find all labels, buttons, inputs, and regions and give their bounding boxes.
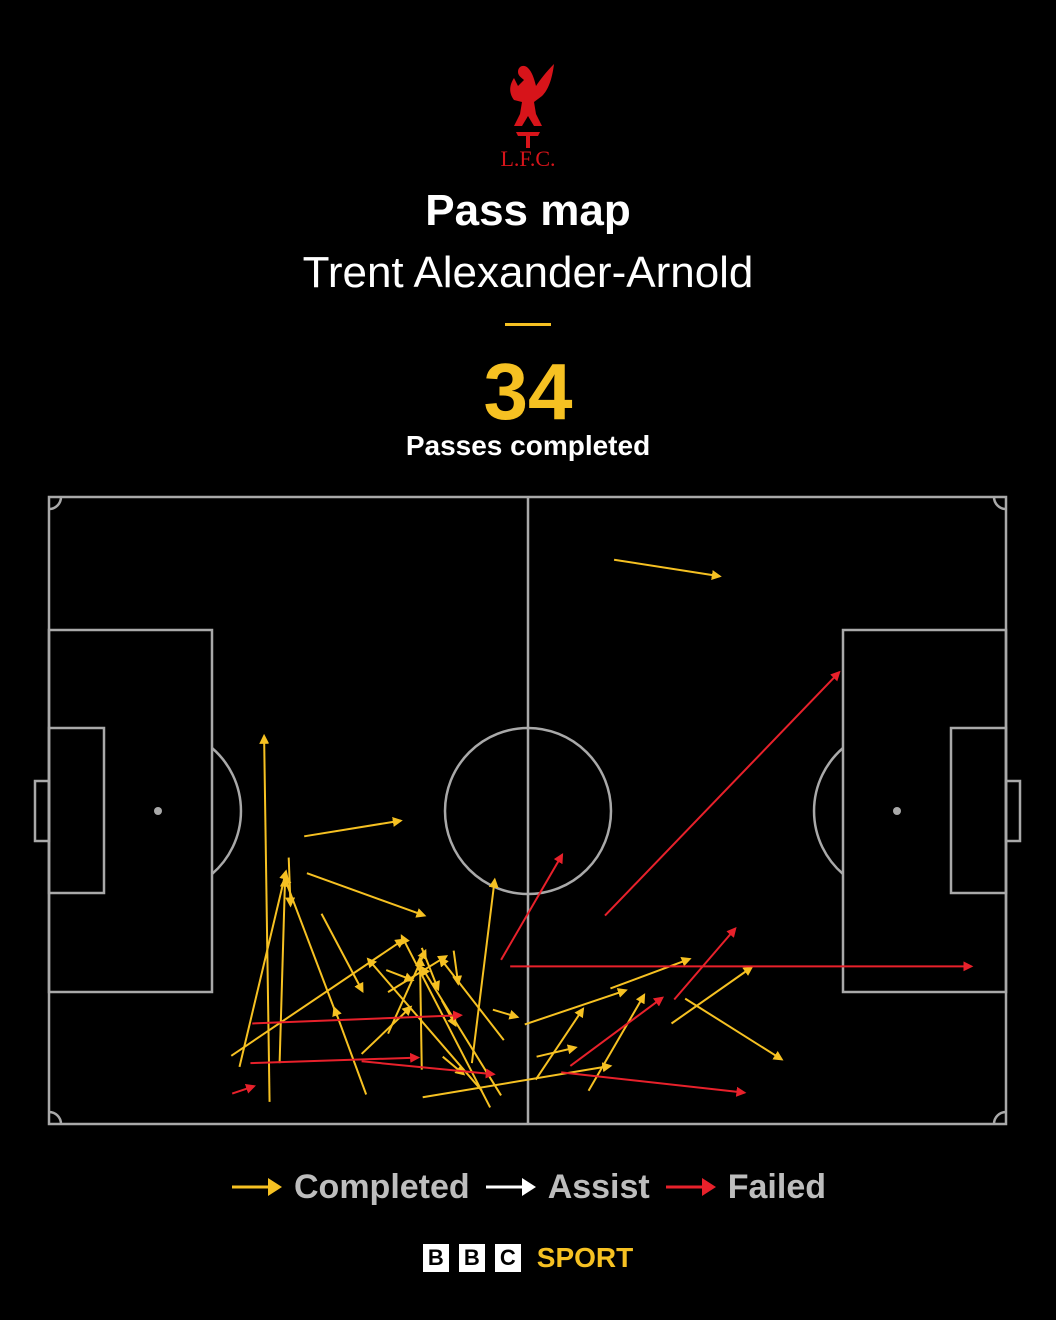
left-goal — [33, 779, 51, 843]
completed-pass-arrow-4 — [238, 869, 289, 1068]
completed-pass-arrow-11 — [285, 857, 296, 908]
passes-completed-value: 34 — [483, 347, 573, 436]
failed-pass-arrow-36 — [250, 1052, 421, 1065]
completed-pass-arrow-3 — [304, 816, 403, 838]
legend: Completed Assist Failed — [0, 1164, 1056, 1210]
completed-pass-arrow-27 — [440, 999, 457, 1028]
title-divider — [505, 323, 551, 326]
bbc-letter-1: B — [422, 1244, 449, 1272]
legend-label-failed: Failed — [727, 1167, 826, 1206]
completed-pass-arrow-32 — [610, 957, 692, 990]
failed-arrow-icon — [665, 1178, 716, 1196]
completed-pass-arrow-19 — [422, 1062, 613, 1099]
bbc-letter-2: B — [458, 1244, 485, 1272]
corner-arc-bottom-left — [48, 1110, 63, 1125]
failed-pass-arrow-37 — [361, 1060, 496, 1079]
right-penalty-spot — [893, 807, 901, 815]
legend-item-assist: Assist — [484, 1168, 650, 1207]
completed-pass-arrow-2 — [259, 733, 271, 1102]
left-six-yard-box — [47, 726, 106, 895]
completed-pass-arrow-10 — [306, 872, 427, 918]
corner-arc-bottom-right — [992, 1110, 1007, 1125]
bbc-letter-3: C — [494, 1244, 521, 1272]
left-penalty-area — [47, 628, 214, 994]
failed-pass-arrow-38 — [231, 1084, 256, 1095]
completed-pass-arrow-15 — [360, 1005, 413, 1055]
completed-pass-arrow-13 — [332, 1005, 368, 1095]
completed-arrow-icon — [232, 1178, 282, 1196]
failed-pass-arrow-40 — [500, 853, 564, 961]
completed-pass-arrow-8 — [387, 955, 449, 993]
completed-pass-arrow-23 — [470, 877, 499, 1064]
completed-pass-arrow-26 — [492, 1008, 520, 1020]
completed-pass-arrow-30 — [534, 1007, 585, 1081]
centre-circle — [443, 726, 613, 896]
right-six-yard-box — [949, 726, 1008, 895]
legend-label-completed: Completed — [294, 1167, 470, 1206]
completed-pass-arrow-21 — [438, 956, 505, 1041]
completed-pass-arrow-29 — [452, 950, 463, 986]
liverpool-crest: L.F.C. — [488, 56, 568, 172]
crest-text: L.F.C. — [500, 146, 556, 171]
corner-arc-top-right — [992, 496, 1007, 511]
sport-label: SPORT — [536, 1242, 634, 1273]
completed-pass-arrow-24 — [536, 1044, 578, 1058]
completed-pass-arrow-12 — [282, 875, 338, 1017]
right-penalty-arc — [812, 747, 844, 875]
failed-pass-arrow-39 — [604, 670, 841, 917]
legend-item-failed: Failed — [664, 1168, 826, 1207]
completed-pass-arrow-20 — [400, 934, 492, 1108]
left-penalty-spot — [154, 807, 162, 815]
assist-arrow-icon — [485, 1178, 536, 1196]
right-goal — [1004, 779, 1022, 843]
completed-pass-arrow-14 — [385, 969, 415, 982]
completed-pass-arrow-33 — [670, 966, 754, 1025]
completed-pass-arrow-1 — [613, 558, 722, 580]
left-penalty-arc — [211, 747, 243, 875]
corner-arc-top-left — [48, 496, 63, 511]
bbc-sport-logo: B B C SPORT — [0, 1240, 1056, 1276]
completed-pass-arrow-7 — [415, 956, 426, 1070]
legend-label-assist: Assist — [547, 1167, 650, 1206]
completed-pass-arrow-31 — [587, 993, 646, 1092]
passes-completed-label: Passes completed — [405, 430, 651, 461]
player-name: Trent Alexander-Arnold — [302, 248, 754, 297]
completed-pass-arrow-28 — [420, 947, 440, 992]
failed-pass-arrow-43 — [673, 927, 737, 1001]
failed-pass-arrow-44 — [561, 1071, 747, 1097]
completed-pass-arrow-16 — [320, 913, 364, 993]
right-penalty-area — [841, 628, 1008, 994]
failed-pass-arrow-35 — [252, 1010, 463, 1025]
failed-pass-arrow-42 — [569, 996, 664, 1067]
completed-pass-arrow-5 — [278, 876, 290, 1064]
legend-item-completed: Completed — [230, 1168, 470, 1207]
completed-pass-arrow-34 — [684, 997, 784, 1061]
chart-title: Pass map — [425, 186, 631, 235]
